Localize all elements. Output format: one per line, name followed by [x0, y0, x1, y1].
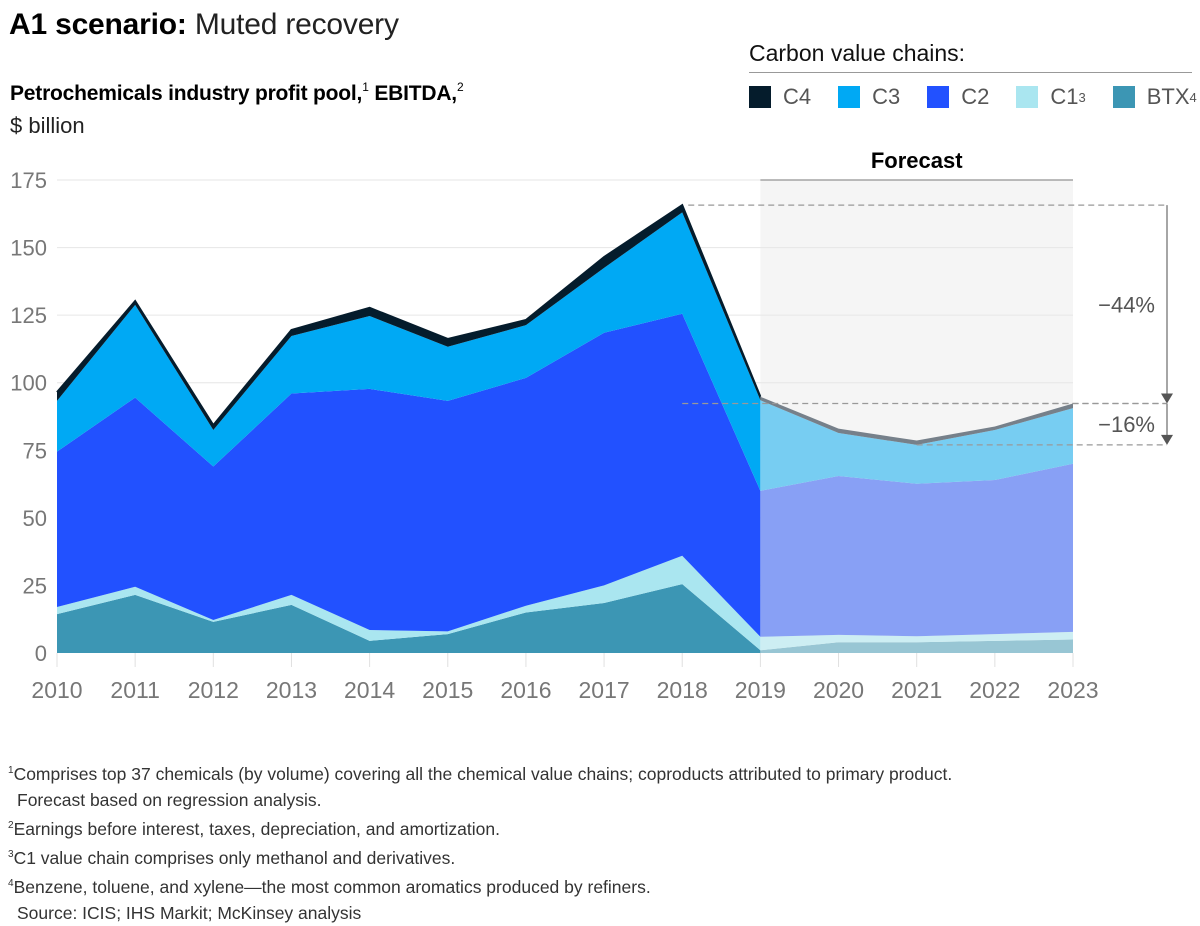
area-c1-forecast [760, 631, 1073, 651]
y-tick-label: 150 [10, 236, 47, 261]
footnote-ref-2: 2 [456, 80, 464, 94]
x-tick-label: 2023 [1047, 677, 1098, 703]
legend-swatch-btx [1112, 86, 1135, 108]
legend-swatch-c3 [838, 86, 861, 108]
legend-label-c3: C3 [872, 84, 901, 109]
legend-sup: 4 [1189, 89, 1197, 105]
x-tick-label: 2015 [422, 677, 473, 703]
subtitle-text-2: EBITDA, [368, 82, 457, 105]
y-tick-label: 100 [10, 371, 47, 396]
legend-label-c1: C1 [1050, 84, 1079, 109]
legend-sup: 3 [1078, 89, 1086, 105]
area-c4-historical [57, 205, 761, 431]
legend-item-btx: BTX 4 [1112, 84, 1197, 110]
legend-item-c4: C4 [749, 84, 811, 110]
y-tick-label: 50 [23, 506, 47, 531]
footnote-4: 4Benzene, toluene, and xylene—the most c… [8, 871, 952, 900]
area-c4-forecast [760, 396, 1073, 445]
footnotes: 1Comprises top 37 chemicals (by volume) … [8, 758, 952, 926]
annotation-arrowhead [1161, 393, 1173, 404]
footnote-1: 1Comprises top 37 chemicals (by volume) … [8, 758, 952, 787]
chart-subtitle: Petrochemicals industry profit pool,1 EB… [10, 80, 464, 106]
legend-label-c2: C2 [961, 84, 990, 109]
legend-item-c2: C2 [927, 84, 989, 110]
footnote-sup: 1 [8, 765, 14, 776]
annotation-label: −16% [1098, 412, 1155, 437]
x-tick-label: 2019 [735, 677, 786, 703]
footnote-3: 3C1 value chain comprises only methanol … [8, 842, 952, 871]
footnote-2: 2Earnings before interest, taxes, deprec… [8, 813, 952, 842]
y-tick-label: 125 [10, 303, 47, 328]
x-tick-label: 2014 [344, 677, 395, 703]
chart-title-description: Muted recovery [194, 8, 399, 41]
x-tick-label: 2011 [110, 677, 159, 703]
stacked-area-chart: Forecast −44% −16% 0 25 50 75 100 125 150 175 201… [10, 148, 1173, 703]
legend-swatch-c2 [927, 86, 950, 108]
x-tick-label: 2020 [813, 677, 864, 703]
y-tick-label: 0 [35, 641, 47, 666]
legend-divider [749, 72, 1192, 73]
legend-label-c4: C4 [783, 84, 812, 109]
y-tick-label: 175 [10, 168, 47, 193]
x-tick-label: 2013 [266, 677, 317, 703]
x-tick-label: 2016 [500, 677, 551, 703]
x-tick-label: 2017 [578, 677, 629, 703]
y-tick-label: 25 [23, 573, 47, 598]
legend-item-c1: C1 3 [1016, 84, 1086, 110]
annotation-arrowhead [1161, 434, 1173, 445]
legend-item-c3: C3 [838, 84, 900, 110]
forecast-label: Forecast [871, 148, 963, 173]
area-c3-historical [57, 212, 761, 491]
chart-title-scenario: A1 scenario: [9, 8, 187, 41]
legend-label-btx: BTX [1146, 84, 1190, 109]
unit-label: $ billion [10, 113, 85, 138]
total-outline-historical [56, 203, 762, 427]
footnote-text: Forecast based on regression analysis. [17, 790, 322, 810]
area-c2-historical [57, 313, 761, 637]
chart-title: A1 scenario: Muted recovery [9, 8, 399, 42]
footnote-ref-1: 1 [362, 80, 369, 94]
x-tick-label: 2012 [188, 677, 239, 703]
x-tick-label: 2010 [31, 677, 82, 703]
footnote-sup: 3 [8, 849, 14, 860]
annotation-label: −44% [1098, 292, 1155, 317]
footnote-text: Earnings before interest, taxes, depreci… [13, 819, 500, 839]
x-tick-label: 2021 [891, 677, 942, 703]
y-tick-label: 75 [23, 438, 47, 463]
area-c3-forecast [760, 400, 1073, 491]
x-tick-label: 2018 [657, 677, 708, 703]
area-c1-historical [57, 555, 761, 651]
legend: C4 C3 C2 C1 3 BTX 4 [749, 84, 1197, 110]
footnote-sup: 2 [8, 820, 14, 831]
area-btx-forecast [760, 639, 1073, 653]
footnote-sup: 4 [8, 878, 14, 889]
footnote-text: Comprises top 37 chemicals (by volume) c… [13, 764, 953, 784]
subtitle-text-1: Petrochemicals industry profit pool, [10, 82, 363, 105]
legend-swatch-c1 [1016, 86, 1039, 108]
source-text: Source: ICIS; IHS Markit; McKinsey analy… [17, 903, 362, 923]
x-tick-label: 2022 [969, 677, 1020, 703]
legend-title: Carbon value chains: [749, 40, 966, 66]
area-btx-historical [57, 584, 761, 653]
footnote-1-continued: Forecast based on regression analysis. [8, 787, 952, 813]
area-c2-forecast [760, 463, 1073, 637]
legend-swatch-c4 [749, 86, 771, 108]
footnote-text: C1 value chain comprises only methanol a… [13, 848, 456, 868]
footnote-text: Benzene, toluene, and xylene—the most co… [13, 877, 651, 897]
source-note: Source: ICIS; IHS Markit; McKinsey analy… [8, 900, 952, 926]
